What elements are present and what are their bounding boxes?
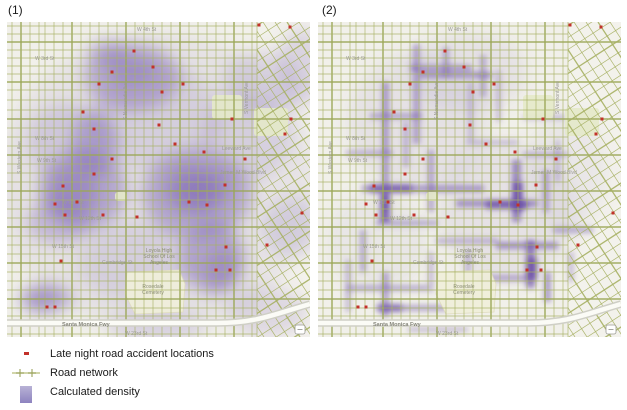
legend-label-density: Calculated density — [50, 385, 140, 398]
legend-item-accidents: Late night road accident locations — [8, 344, 214, 363]
network-density-map: W 4th St W 3rd St W 8th St W 9th St W 11th S… — [318, 22, 621, 337]
svg-text:W 4th St: W 4th St — [137, 27, 157, 33]
svg-text:Rosedale: Rosedale — [142, 284, 163, 290]
svg-text:W 23rd St: W 23rd St — [436, 331, 459, 337]
svg-text:James M Wood Blvd: James M Wood Blvd — [531, 170, 577, 176]
svg-text:School Of Los: School Of Los — [454, 254, 486, 260]
svg-text:W 12th St: W 12th St — [79, 216, 102, 222]
svg-text:Loyola High: Loyola High — [457, 248, 484, 254]
svg-text:Rosedale: Rosedale — [453, 284, 474, 290]
density-swatch-icon — [8, 380, 44, 403]
svg-text:W 11th St: W 11th St — [62, 200, 84, 206]
svg-text:Cambridge St: Cambridge St — [102, 260, 133, 266]
legend-label-accidents: Late night road accident locations — [50, 347, 214, 360]
svg-text:S Western Ave: S Western Ave — [328, 141, 334, 174]
svg-text:W 12th St: W 12th St — [390, 216, 413, 222]
svg-text:S Vermont Ave: S Vermont Ave — [555, 81, 561, 114]
svg-text:S Vermont Ave: S Vermont Ave — [244, 81, 250, 114]
panel-1-label: (1) — [8, 3, 23, 17]
svg-text:Cemetery: Cemetery — [142, 290, 164, 296]
svg-text:W 15th St: W 15th St — [52, 244, 75, 250]
svg-text:W 23rd St: W 23rd St — [125, 331, 148, 337]
svg-text:W 8th St: W 8th St — [35, 136, 55, 142]
road-network-icon — [8, 367, 44, 379]
accident-point-icon — [8, 352, 44, 355]
svg-text:W 9th St: W 9th St — [37, 158, 57, 164]
svg-text:Angeles: Angeles — [150, 260, 169, 266]
svg-text:W 15th St: W 15th St — [363, 244, 386, 250]
svg-text:James M Wood Blvd: James M Wood Blvd — [220, 170, 266, 176]
map-panel-network-density: W 4th St W 3rd St W 8th St W 9th St W 11th S… — [318, 22, 621, 337]
legend-label-road-network: Road network — [50, 366, 118, 379]
svg-text:School Of Los: School Of Los — [143, 254, 175, 260]
legend-item-density: Calculated density — [8, 380, 214, 403]
svg-text:W 3rd St: W 3rd St — [35, 56, 55, 62]
svg-text:W 4th St: W 4th St — [448, 27, 468, 33]
svg-text:W 9th St: W 9th St — [348, 158, 368, 164]
planar-density-map: W 4th St W 3rd St W 8th St W 9th St W 11th S… — [7, 22, 310, 337]
svg-text:Cemetery: Cemetery — [453, 290, 475, 296]
svg-text:W 3rd St: W 3rd St — [346, 56, 366, 62]
svg-text:W 11th St: W 11th St — [373, 200, 395, 206]
svg-text:Santa Monica Fwy: Santa Monica Fwy — [62, 322, 111, 328]
svg-text:Cambridge St: Cambridge St — [413, 260, 444, 266]
svg-text:S Western Ave: S Western Ave — [17, 141, 23, 174]
svg-text:W 8th St: W 8th St — [346, 136, 366, 142]
svg-text:Leeward Ave: Leeward Ave — [533, 146, 562, 152]
svg-text:Loyola High: Loyola High — [146, 248, 173, 254]
svg-text:S Normandie Ave: S Normandie Ave — [123, 81, 129, 120]
svg-text:S Normandie Ave: S Normandie Ave — [434, 81, 440, 120]
svg-text:Santa Monica Fwy: Santa Monica Fwy — [373, 322, 422, 328]
svg-text:Angeles: Angeles — [461, 260, 480, 266]
legend: Late night road accident locations Road … — [8, 344, 214, 403]
map-panel-planar-density: W 4th St W 3rd St W 8th St W 9th St W 11th S… — [7, 22, 310, 337]
svg-text:Leeward Ave: Leeward Ave — [222, 146, 251, 152]
panel-2-label: (2) — [322, 3, 337, 17]
legend-item-road-network: Road network — [8, 363, 214, 382]
